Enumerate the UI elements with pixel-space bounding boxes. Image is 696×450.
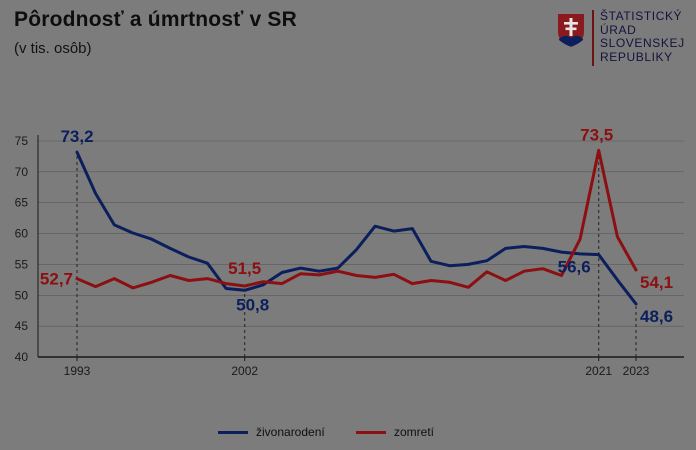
y-tick-label: 45 — [15, 319, 29, 333]
logo-line: SLOVENSKEJ — [600, 36, 685, 50]
legend-item-births: živonarodení — [218, 425, 325, 439]
legend-item-deaths: zomretí — [356, 425, 434, 439]
data-label: 52,7 — [40, 270, 73, 289]
logo-line: ÚRAD — [600, 22, 637, 37]
logo-line: ŠTATISTICKÝ — [600, 9, 683, 23]
y-tick-label: 70 — [15, 165, 29, 179]
series-line-deaths — [75, 148, 638, 290]
data-label: 73,2 — [60, 127, 93, 146]
legend-swatch-deaths — [356, 430, 386, 434]
y-tick-label: 50 — [15, 288, 29, 302]
legend-label-deaths: zomretí — [394, 425, 435, 439]
x-tick-label: 2021 — [585, 364, 612, 378]
slovak-coat-of-arms-icon — [558, 14, 584, 47]
chart-subtitle: (v tis. osôb) — [14, 40, 92, 57]
x-tick-label: 1993 — [64, 364, 91, 378]
logo-text: ŠTATISTICKÝ ÚRAD SLOVENSKEJ REPUBLIKY — [600, 9, 692, 64]
data-label: 56,6 — [558, 258, 591, 277]
legend-label-births: živonarodení — [256, 425, 325, 439]
series-line-births — [75, 150, 638, 306]
logo-divider — [592, 10, 594, 66]
x-tick-label: 2002 — [231, 364, 258, 378]
y-tick-label: 75 — [15, 134, 29, 148]
y-tick-label: 65 — [15, 196, 29, 210]
y-tick-label: 55 — [15, 257, 29, 271]
logo-line: REPUBLIKY — [600, 49, 673, 64]
x-tick-label: 2023 — [623, 364, 650, 378]
data-label: 54,1 — [640, 273, 673, 292]
chart-title: Pôrodnosť a úmrtnosť v SR — [14, 8, 297, 31]
chart-legend: živonarodení zomretí — [0, 425, 696, 443]
y-tick-label: 60 — [15, 227, 29, 241]
data-label: 48,6 — [640, 307, 673, 326]
data-label: 50,8 — [236, 295, 269, 314]
y-tick-label: 40 — [15, 350, 29, 364]
legend-swatch-births — [218, 430, 248, 434]
data-label: 73,5 — [580, 125, 613, 144]
institution-logo: ŠTATISTICKÝ ÚRAD SLOVENSKEJ REPUBLIKY — [556, 9, 692, 70]
data-label: 51,5 — [228, 259, 261, 278]
line-chart: 40 45 50 55 60 65 70 75 1993 2002 2021 2023 73,2 52,7… — [15, 125, 684, 378]
